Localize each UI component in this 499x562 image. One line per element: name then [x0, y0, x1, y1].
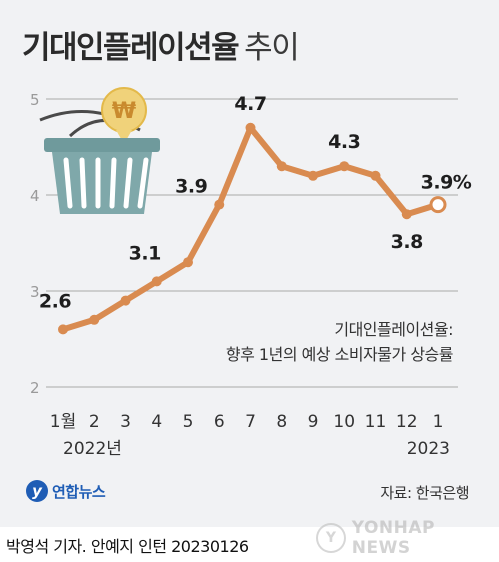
series-group: [58, 122, 447, 335]
note-line-2: 향후 1년의 예상 소비자물가 상승률: [225, 345, 454, 364]
x-tick-label: 3: [120, 412, 131, 432]
y-tick-label: 5: [30, 91, 40, 109]
watermark: Y YONHAP NEWS: [316, 518, 499, 558]
x-tick-label: 5: [183, 412, 194, 432]
data-label: 3.9%: [421, 172, 472, 194]
title-sub: 추이: [244, 30, 300, 66]
data-point: [183, 257, 193, 268]
x-tick-label: 11: [365, 412, 387, 432]
yonhap-logo-icon: y: [26, 480, 48, 502]
x-tick-label: 2: [89, 412, 100, 432]
chart-title: 기대인플레이션율 추이: [22, 22, 300, 67]
data-point: [276, 161, 287, 172]
data-point: [245, 122, 256, 133]
data-point: [58, 324, 68, 335]
year-label-end: 2023: [407, 439, 450, 459]
y-tick-label: 3: [30, 283, 40, 301]
data-point-latest: [429, 196, 447, 214]
data-label: 3.8: [391, 231, 423, 253]
logo-text: 연합뉴스: [52, 482, 106, 501]
data-point: [370, 170, 381, 181]
data-point: [401, 209, 412, 220]
x-tick-label: 7: [245, 412, 256, 432]
infographic-card: [0, 0, 499, 527]
x-tick-label: 9: [308, 412, 319, 432]
definition-note: 기대인플레이션율: 향후 1년의 예상 소비자물가 상승률: [225, 317, 454, 367]
watermark-icon: Y: [316, 523, 346, 553]
data-point: [120, 295, 131, 306]
data-point: [339, 161, 350, 172]
x-tick-label: 10: [333, 412, 355, 432]
source-text: 자료: 한국은행: [380, 484, 469, 502]
data-labels: 2.6 3.1 3.9 4.7 4.3 3.8 3.9%: [39, 93, 472, 313]
year-label-start: 2022년: [63, 439, 122, 459]
data-label: 3.9: [175, 176, 207, 198]
y-tick-label: 2: [30, 379, 40, 397]
data-label: 2.6: [39, 290, 71, 312]
credit-line: 박영석 기자. 안예지 인턴 20230126: [6, 537, 249, 556]
data-label: 4.3: [328, 131, 360, 153]
shopping-basket-icon: ₩: [39, 87, 160, 214]
x-axis: 1월 2 3 4 5 6 7 8 9 10 11 12 1 2022년 2023: [50, 412, 450, 459]
x-tick-label: 4: [151, 412, 162, 432]
data-label: 3.1: [129, 242, 161, 264]
yonhap-logo: y 연합뉴스: [26, 480, 106, 502]
title-main: 기대인플레이션율: [22, 30, 240, 66]
y-tick-label: 4: [30, 187, 40, 205]
data-point: [151, 276, 162, 287]
data-point: [89, 314, 100, 325]
x-tick-label: 6: [214, 412, 225, 432]
note-line-1: 기대인플레이션율:: [334, 320, 453, 339]
y-axis: 2 3 4 5: [30, 91, 40, 397]
data-point: [308, 170, 318, 181]
data-label: 4.7: [234, 93, 266, 115]
won-coin-icon: ₩: [112, 99, 136, 124]
watermark-text: YONHAP NEWS: [351, 518, 436, 558]
x-tick-label: 1: [433, 412, 444, 432]
x-tick-label: 12: [396, 412, 418, 432]
x-tick-label: 1월: [50, 412, 76, 432]
data-point: [214, 199, 225, 210]
x-tick-label: 8: [276, 412, 287, 432]
